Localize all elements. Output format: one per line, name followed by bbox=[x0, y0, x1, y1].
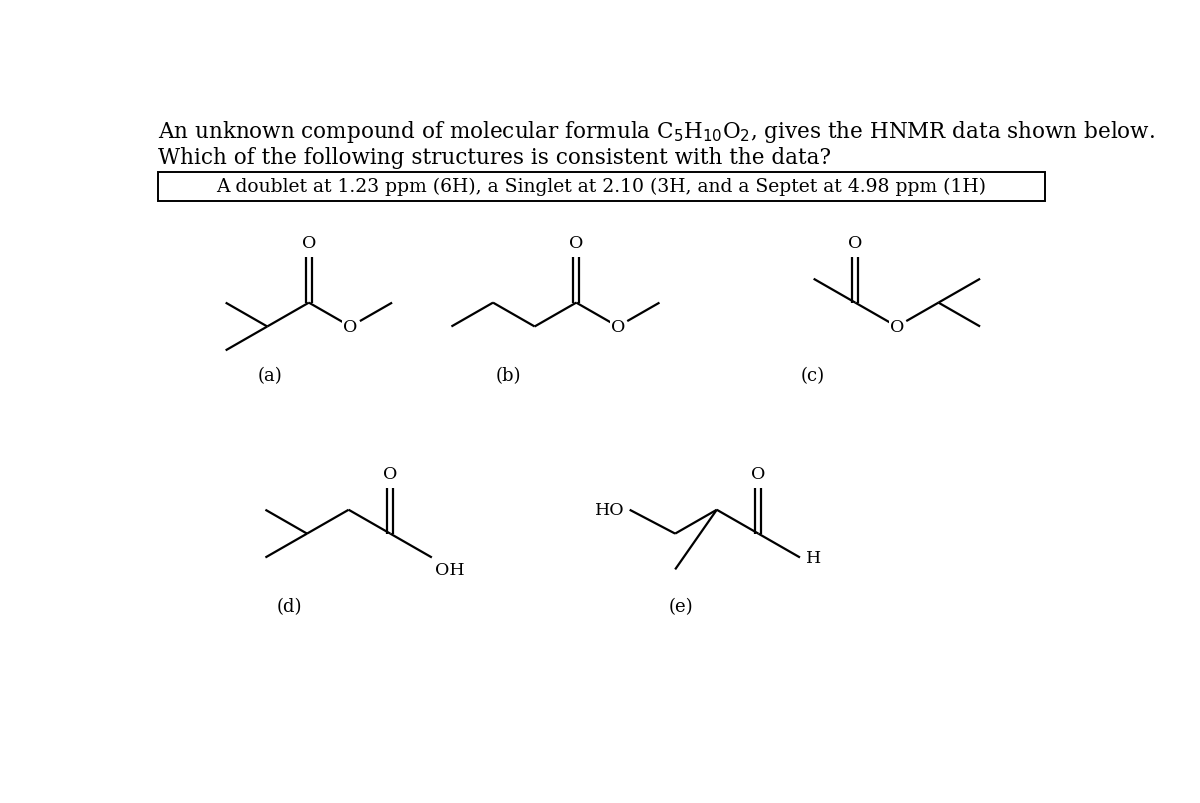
Text: O: O bbox=[569, 234, 583, 252]
FancyBboxPatch shape bbox=[157, 173, 1045, 202]
Text: H: H bbox=[806, 549, 822, 566]
Text: O: O bbox=[848, 234, 863, 252]
Text: A doublet at 1.23 ppm (6H), a Singlet at 2.10 (3H, and a Septet at 4.98 ppm (1H): A doublet at 1.23 ppm (6H), a Singlet at… bbox=[216, 178, 986, 196]
Text: (b): (b) bbox=[496, 367, 521, 385]
Text: An unknown compound of molecular formula C$_5$H$_{10}$O$_2$, gives the HNMR data: An unknown compound of molecular formula… bbox=[157, 119, 1154, 145]
Text: O: O bbox=[611, 319, 625, 336]
Text: O: O bbox=[383, 466, 397, 483]
Text: O: O bbox=[751, 466, 766, 483]
Text: (e): (e) bbox=[668, 597, 694, 616]
Text: (a): (a) bbox=[258, 367, 282, 385]
Text: O: O bbox=[343, 319, 358, 336]
Text: OH: OH bbox=[434, 560, 464, 578]
Text: (d): (d) bbox=[277, 597, 302, 616]
Text: Which of the following structures is consistent with the data?: Which of the following structures is con… bbox=[157, 147, 830, 169]
Text: HO: HO bbox=[595, 502, 624, 519]
Text: (c): (c) bbox=[800, 367, 824, 385]
Text: O: O bbox=[889, 319, 904, 336]
Text: O: O bbox=[301, 234, 316, 252]
